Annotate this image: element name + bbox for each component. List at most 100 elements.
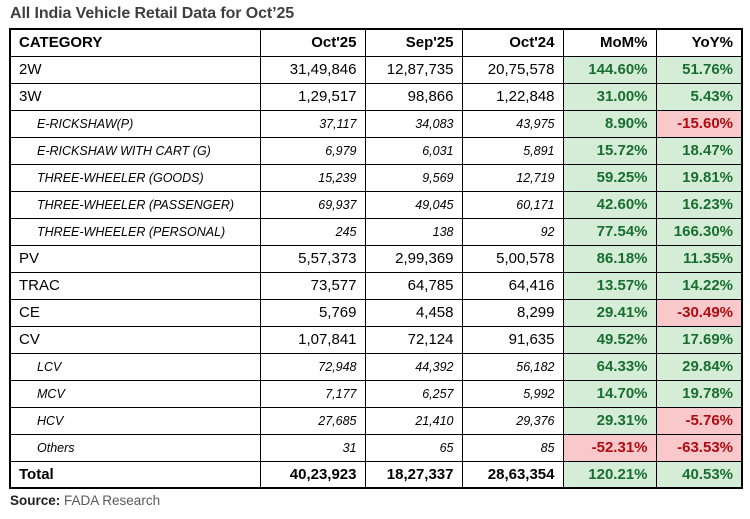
sep25-cell: 6,031 xyxy=(364,136,463,165)
yoy-cell: -63.53% xyxy=(655,433,743,462)
category-cell: HCV xyxy=(9,406,261,435)
table-row: THREE-WHEELER (GOODS) 15,239 9,569 12,719 59… xyxy=(9,163,743,192)
mom-cell: -52.31% xyxy=(562,433,657,462)
oct25-cell: 31 xyxy=(259,433,366,462)
oct25-cell: 6,979 xyxy=(259,136,366,165)
category-cell: THREE-WHEELER (GOODS) xyxy=(9,163,261,192)
yoy-cell: 14.22% xyxy=(655,271,743,300)
mom-cell: 8.90% xyxy=(562,109,657,138)
table-row: CE 5,769 4,458 8,299 29.41% -30.49% xyxy=(9,298,743,327)
header-row: CATEGORY Oct'25 Sep'25 Oct'24 MoM% YoY% xyxy=(9,28,743,57)
total-row: Total 40,23,923 18,27,337 28,63,354 120.21% 4… xyxy=(9,460,743,489)
sep25-cell: 9,569 xyxy=(364,163,463,192)
oct25-cell: 7,177 xyxy=(259,379,366,408)
oct24-cell: 64,416 xyxy=(461,271,564,300)
yoy-cell: -15.60% xyxy=(655,109,743,138)
mom-cell: 49.52% xyxy=(562,325,657,354)
mom-cell: 120.21% xyxy=(562,460,657,489)
category-cell: CE xyxy=(9,298,261,327)
table-row: E-RICKSHAW WITH CART (G) 6,979 6,031 5,891 1… xyxy=(9,136,743,165)
mom-cell: 15.72% xyxy=(562,136,657,165)
oct24-cell: 5,00,578 xyxy=(461,244,564,273)
source-value: FADA Research xyxy=(64,493,161,508)
oct24-cell: 5,891 xyxy=(461,136,564,165)
column-header-oct25: Oct'25 xyxy=(259,28,366,57)
oct24-cell: 92 xyxy=(461,217,564,246)
table-row: MCV 7,177 6,257 5,992 14.70% 19.78% xyxy=(9,379,743,408)
oct25-cell: 15,239 xyxy=(259,163,366,192)
sep25-cell: 21,410 xyxy=(364,406,463,435)
oct25-cell: 245 xyxy=(259,217,366,246)
table-row: E-RICKSHAW(P) 37,117 34,083 43,975 8.90% -15.… xyxy=(9,109,743,138)
table-row: CV 1,07,841 72,124 91,635 49.52% 17.69% xyxy=(9,325,743,354)
sep25-cell: 6,257 xyxy=(364,379,463,408)
category-cell: 2W xyxy=(9,55,261,84)
category-cell: LCV xyxy=(9,352,261,381)
page: All India Vehicle Retail Data for Oct’25… xyxy=(9,5,743,508)
table-row: PV 5,57,373 2,99,369 5,00,578 86.18% 11.35% xyxy=(9,244,743,273)
category-cell: MCV xyxy=(9,379,261,408)
oct24-cell: 60,171 xyxy=(461,190,564,219)
sep25-cell: 65 xyxy=(364,433,463,462)
sep25-cell: 34,083 xyxy=(364,109,463,138)
category-cell: 3W xyxy=(9,82,261,111)
table-row: 3W 1,29,517 98,866 1,22,848 31.00% 5.43% xyxy=(9,82,743,111)
column-header-yoy: YoY% xyxy=(655,28,743,57)
table-row: TRAC 73,577 64,785 64,416 13.57% 14.22% xyxy=(9,271,743,300)
mom-cell: 29.41% xyxy=(562,298,657,327)
category-cell: TRAC xyxy=(9,271,261,300)
yoy-cell: 19.78% xyxy=(655,379,743,408)
oct24-cell: 8,299 xyxy=(461,298,564,327)
oct25-cell: 1,07,841 xyxy=(259,325,366,354)
mom-cell: 31.00% xyxy=(562,82,657,111)
mom-cell: 77.54% xyxy=(562,217,657,246)
category-cell: E-RICKSHAW(P) xyxy=(9,109,261,138)
column-header-sep25: Sep'25 xyxy=(364,28,463,57)
category-cell: PV xyxy=(9,244,261,273)
oct24-cell: 5,992 xyxy=(461,379,564,408)
oct24-cell: 29,376 xyxy=(461,406,564,435)
yoy-cell: 18.47% xyxy=(655,136,743,165)
sep25-cell: 12,87,735 xyxy=(364,55,463,84)
table-row: THREE-WHEELER (PASSENGER) 69,937 49,045 60,… xyxy=(9,190,743,219)
yoy-cell: 166.30% xyxy=(655,217,743,246)
oct24-cell: 1,22,848 xyxy=(461,82,564,111)
sep25-cell: 72,124 xyxy=(364,325,463,354)
sep25-cell: 44,392 xyxy=(364,352,463,381)
oct24-cell: 43,975 xyxy=(461,109,564,138)
sep25-cell: 98,866 xyxy=(364,82,463,111)
vehicle-retail-table: CATEGORY Oct'25 Sep'25 Oct'24 MoM% YoY% … xyxy=(9,28,743,489)
oct25-cell: 5,769 xyxy=(259,298,366,327)
table-row: Others 31 65 85 -52.31% -63.53% xyxy=(9,433,743,462)
sep25-cell: 49,045 xyxy=(364,190,463,219)
source-line: Source: FADA Research xyxy=(10,493,741,508)
category-cell: CV xyxy=(9,325,261,354)
category-cell: Total xyxy=(9,460,261,489)
yoy-cell: 40.53% xyxy=(655,460,743,489)
oct24-cell: 12,719 xyxy=(461,163,564,192)
oct25-cell: 73,577 xyxy=(259,271,366,300)
table-row: LCV 72,948 44,392 56,182 64.33% 29.84% xyxy=(9,352,743,381)
category-cell: E-RICKSHAW WITH CART (G) xyxy=(9,136,261,165)
yoy-cell: 51.76% xyxy=(655,55,743,84)
yoy-cell: 29.84% xyxy=(655,352,743,381)
category-cell: THREE-WHEELER (PASSENGER) xyxy=(9,190,261,219)
oct25-cell: 37,117 xyxy=(259,109,366,138)
oct24-cell: 28,63,354 xyxy=(461,460,564,489)
oct24-cell: 20,75,578 xyxy=(461,55,564,84)
column-header-mom: MoM% xyxy=(562,28,657,57)
mom-cell: 42.60% xyxy=(562,190,657,219)
mom-cell: 59.25% xyxy=(562,163,657,192)
mom-cell: 29.31% xyxy=(562,406,657,435)
yoy-cell: 17.69% xyxy=(655,325,743,354)
mom-cell: 64.33% xyxy=(562,352,657,381)
table-row: HCV 27,685 21,410 29,376 29.31% -5.76% xyxy=(9,406,743,435)
sep25-cell: 18,27,337 xyxy=(364,460,463,489)
oct25-cell: 5,57,373 xyxy=(259,244,366,273)
yoy-cell: -30.49% xyxy=(655,298,743,327)
column-header-oct24: Oct'24 xyxy=(461,28,564,57)
sep25-cell: 4,458 xyxy=(364,298,463,327)
oct25-cell: 72,948 xyxy=(259,352,366,381)
oct24-cell: 91,635 xyxy=(461,325,564,354)
source-label: Source: xyxy=(10,493,61,508)
